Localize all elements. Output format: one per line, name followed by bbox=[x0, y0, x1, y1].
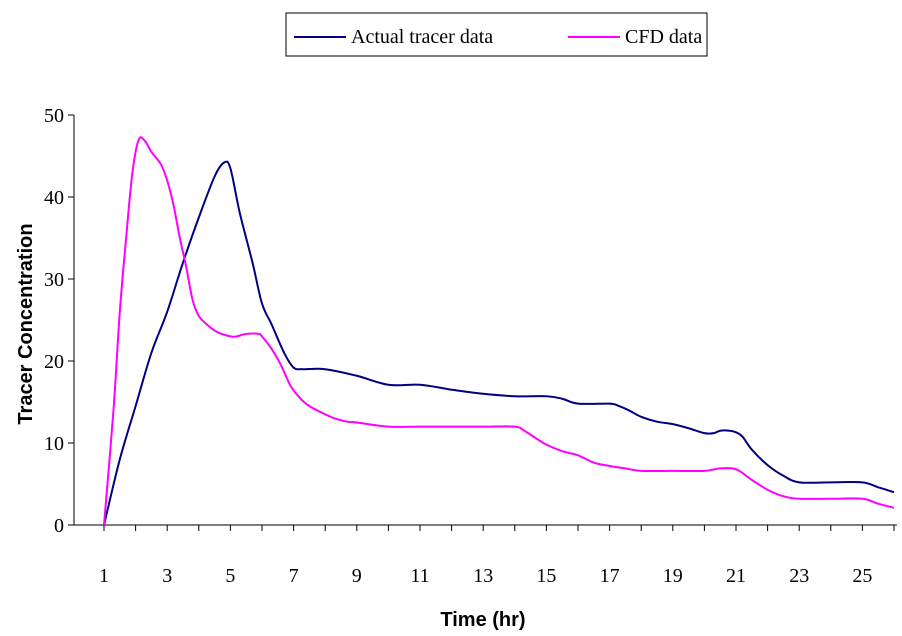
series-layer bbox=[103, 136, 895, 526]
x-tick-label: 7 bbox=[289, 565, 299, 587]
x-tick-label: 23 bbox=[789, 565, 809, 587]
x-tick-label: 25 bbox=[852, 565, 872, 587]
x-tick-label: 19 bbox=[663, 565, 683, 587]
x-axis: 1 3 5 7 9 11 13 15 17 19 21 23 25 bbox=[74, 524, 897, 587]
y-tick-label: 30 bbox=[44, 269, 64, 291]
y-axis: 0 10 20 30 40 50 bbox=[44, 105, 75, 537]
legend-label-cfd: CFD data bbox=[625, 26, 702, 48]
x-tick-label: 17 bbox=[600, 565, 620, 587]
x-tick-label: 1 bbox=[99, 565, 109, 587]
y-axis-title: Tracer Concentration bbox=[15, 223, 37, 424]
x-axis-title: Time (hr) bbox=[440, 609, 525, 631]
x-tick-label: 5 bbox=[225, 565, 235, 587]
legend: Actual tracer data CFD data bbox=[285, 12, 708, 57]
y-tick-label: 50 bbox=[44, 105, 64, 127]
series-line-cfd-data bbox=[103, 136, 895, 526]
legend-box bbox=[285, 12, 708, 57]
x-tick-label: 9 bbox=[352, 565, 362, 587]
x-tick-label: 15 bbox=[536, 565, 556, 587]
legend-label-actual: Actual tracer data bbox=[351, 26, 493, 48]
y-tick-label: 10 bbox=[44, 433, 64, 455]
x-tick-label: 3 bbox=[162, 565, 172, 587]
x-tick-label: 13 bbox=[473, 565, 493, 587]
x-tick-label: 21 bbox=[726, 565, 746, 587]
y-tick-label: 40 bbox=[44, 187, 64, 209]
y-tick-label: 0 bbox=[54, 515, 64, 537]
x-tick-label: 11 bbox=[410, 565, 429, 587]
series-line-actual-tracer-data bbox=[103, 160, 895, 526]
y-tick-label: 20 bbox=[44, 351, 64, 373]
